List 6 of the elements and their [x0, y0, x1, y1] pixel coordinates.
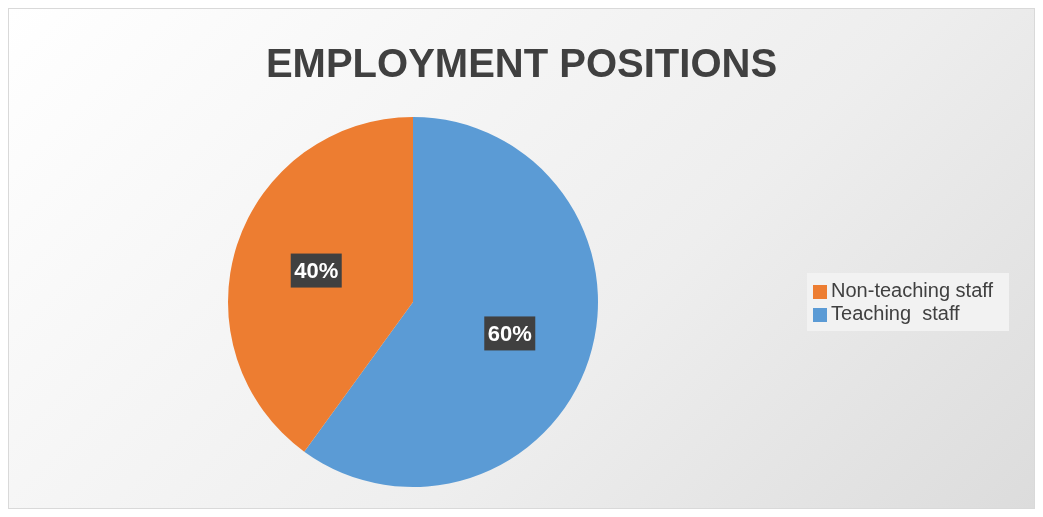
pie-slice — [228, 117, 413, 452]
chart-title: EMPLOYMENT POSITIONS — [264, 40, 779, 87]
legend-label: Teaching staff — [831, 302, 960, 324]
data-label: 40% — [294, 258, 339, 284]
data-label: 60% — [487, 320, 532, 346]
legend-label: Non-teaching staff — [831, 279, 993, 301]
